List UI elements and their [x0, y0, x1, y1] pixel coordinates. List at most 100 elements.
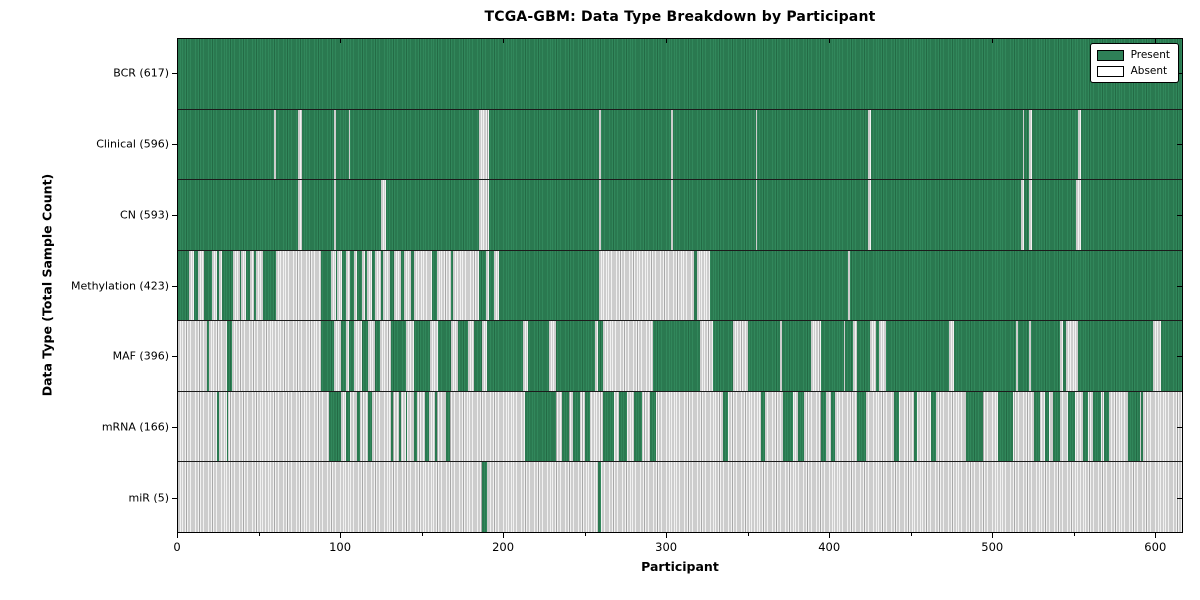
present-block	[931, 391, 937, 462]
x-tick-mark	[829, 533, 831, 538]
absent-block	[368, 321, 375, 391]
absent-block	[1152, 321, 1161, 391]
x-tick-mark	[340, 533, 342, 538]
present-block	[965, 391, 984, 462]
x-axis-label: Participant	[641, 559, 719, 574]
heatmap-row-BCR	[178, 39, 1182, 109]
present-block	[1141, 391, 1143, 462]
y-tick-label-Methylation: Methylation (423)	[71, 279, 169, 292]
present-block	[368, 391, 372, 462]
y-tick-mark	[1177, 497, 1182, 499]
absent-block	[430, 321, 439, 391]
absent-block	[482, 321, 488, 391]
present-block	[1128, 391, 1140, 462]
x-minor-tick-mark	[1073, 533, 1075, 536]
absent-block	[732, 321, 748, 391]
y-tick-label-mRNA: mRNA (166)	[101, 420, 169, 434]
x-tick-mark-top	[340, 39, 342, 43]
absent-block	[241, 250, 247, 321]
y-tick-mark	[1177, 356, 1182, 358]
absent-block	[1066, 321, 1078, 391]
x-tick-mark	[177, 533, 178, 538]
x-tick-label-200: 200	[492, 540, 515, 554]
present-block	[633, 391, 642, 462]
absent-block	[231, 321, 322, 391]
absent-block	[413, 250, 432, 321]
present-block	[602, 391, 615, 462]
y-tick-mark	[172, 285, 177, 287]
x-tick-label-500: 500	[981, 540, 1004, 554]
present-block	[797, 391, 805, 462]
absent-block	[298, 109, 302, 180]
x-tick-mark-top	[177, 39, 178, 43]
x-tick-label-100: 100	[329, 540, 352, 554]
legend-swatch-present	[1096, 49, 1124, 61]
present-block	[425, 391, 429, 462]
absent-block	[879, 321, 886, 391]
absent-block	[467, 321, 475, 391]
absent-block	[212, 250, 218, 321]
absent-block	[178, 321, 208, 391]
absent-block	[374, 250, 382, 321]
y-tick-label-MAF: MAF (396)	[112, 349, 169, 363]
absent-block	[337, 250, 343, 321]
absent-block	[1029, 109, 1033, 180]
absent-block	[353, 250, 357, 321]
present-block	[830, 391, 836, 462]
x-tick-label-400: 400	[818, 540, 841, 554]
y-tick-mark	[172, 426, 177, 428]
x-minor-tick-mark	[747, 533, 749, 536]
legend-swatch-absent	[1096, 65, 1124, 77]
absent-block	[949, 321, 955, 391]
present-block	[446, 391, 450, 462]
legend-item-absent: Absent	[1096, 65, 1170, 77]
absent-block	[208, 321, 227, 391]
present-block	[482, 462, 488, 533]
present-block	[217, 391, 219, 462]
present-block	[356, 391, 361, 462]
absent-block	[334, 109, 336, 180]
x-tick-mark-top	[829, 39, 831, 43]
x-minor-tick-mark	[258, 533, 260, 536]
present-block	[618, 391, 628, 462]
present-block	[1082, 391, 1088, 462]
y-tick-mark	[1177, 426, 1182, 428]
legend-label-absent: Absent	[1130, 65, 1168, 77]
heatmap-row-mRNA	[178, 390, 1182, 462]
present-block	[760, 391, 766, 462]
absent-block	[867, 109, 872, 180]
absent-block	[869, 321, 877, 391]
absent-block	[1016, 321, 1018, 391]
x-minor-tick-mark	[584, 533, 586, 536]
y-tick-mark	[1177, 144, 1182, 146]
heatmap-row-Methylation	[178, 249, 1182, 321]
absent-block	[451, 321, 458, 391]
absent-block	[394, 250, 401, 321]
present-block	[649, 391, 657, 462]
absent-block	[361, 250, 366, 321]
absent-block	[843, 321, 846, 391]
heatmap-row-MAF	[178, 320, 1182, 391]
absent-block	[755, 180, 758, 250]
heatmap-row-Clinical	[178, 108, 1182, 180]
x-tick-mark	[503, 533, 505, 538]
present-block	[1045, 391, 1049, 462]
legend-item-present: Present	[1096, 49, 1170, 61]
absent-block	[381, 180, 387, 250]
absent-block	[189, 250, 195, 321]
absent-block	[345, 321, 349, 391]
absent-block	[256, 250, 263, 321]
legend: Present Absent	[1089, 43, 1179, 83]
x-tick-mark	[1155, 533, 1157, 538]
absent-block	[275, 250, 322, 321]
absent-block	[594, 321, 598, 391]
y-tick-mark	[1177, 73, 1182, 75]
absent-block	[1029, 180, 1033, 250]
absent-block	[522, 321, 528, 391]
x-tick-label-300: 300	[655, 540, 678, 554]
absent-block	[697, 250, 711, 321]
absent-block	[218, 250, 222, 321]
absent-block	[1076, 180, 1082, 250]
x-tick-label-0: 0	[173, 540, 181, 554]
